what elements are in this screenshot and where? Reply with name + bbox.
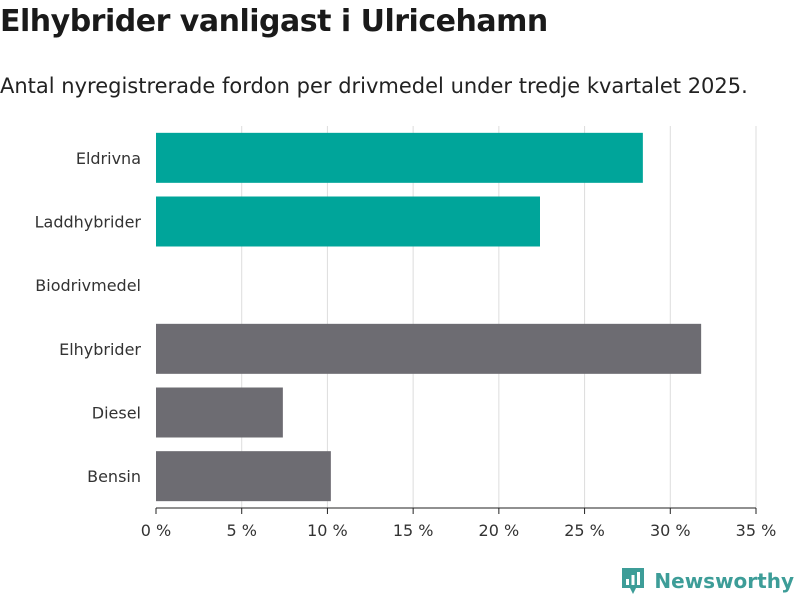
bar: [156, 132, 643, 183]
category-label: Diesel: [92, 404, 141, 423]
category-label: Eldrivna: [76, 149, 141, 168]
x-tick-label: 35 %: [736, 521, 777, 540]
newsworthy-logo-icon: [622, 568, 645, 594]
bar: [156, 196, 540, 247]
x-tick-label: 20 %: [479, 521, 520, 540]
category-label: Biodrivmedel: [35, 276, 141, 295]
x-tick-label: 30 %: [650, 521, 691, 540]
x-tick-label: 0 %: [141, 521, 171, 540]
category-label: Elhybrider: [59, 340, 141, 359]
bar: [156, 451, 331, 502]
x-tick-label: 5 %: [226, 521, 256, 540]
chart-title: Elhybrider vanligast i Ulricehamn: [0, 4, 548, 39]
bar: [156, 387, 283, 438]
chart-subtitle: Antal nyregistrerade fordon per drivmede…: [0, 74, 748, 98]
x-tick-label: 10 %: [307, 521, 348, 540]
brand-logo: Newsworthy: [620, 566, 794, 596]
x-tick-label: 15 %: [393, 521, 434, 540]
brand-name: Newsworthy: [654, 569, 794, 593]
x-tick-label: 25 %: [564, 521, 605, 540]
category-label: Laddhybrider: [35, 213, 142, 232]
bar: [156, 323, 702, 374]
category-label: Bensin: [87, 467, 141, 486]
